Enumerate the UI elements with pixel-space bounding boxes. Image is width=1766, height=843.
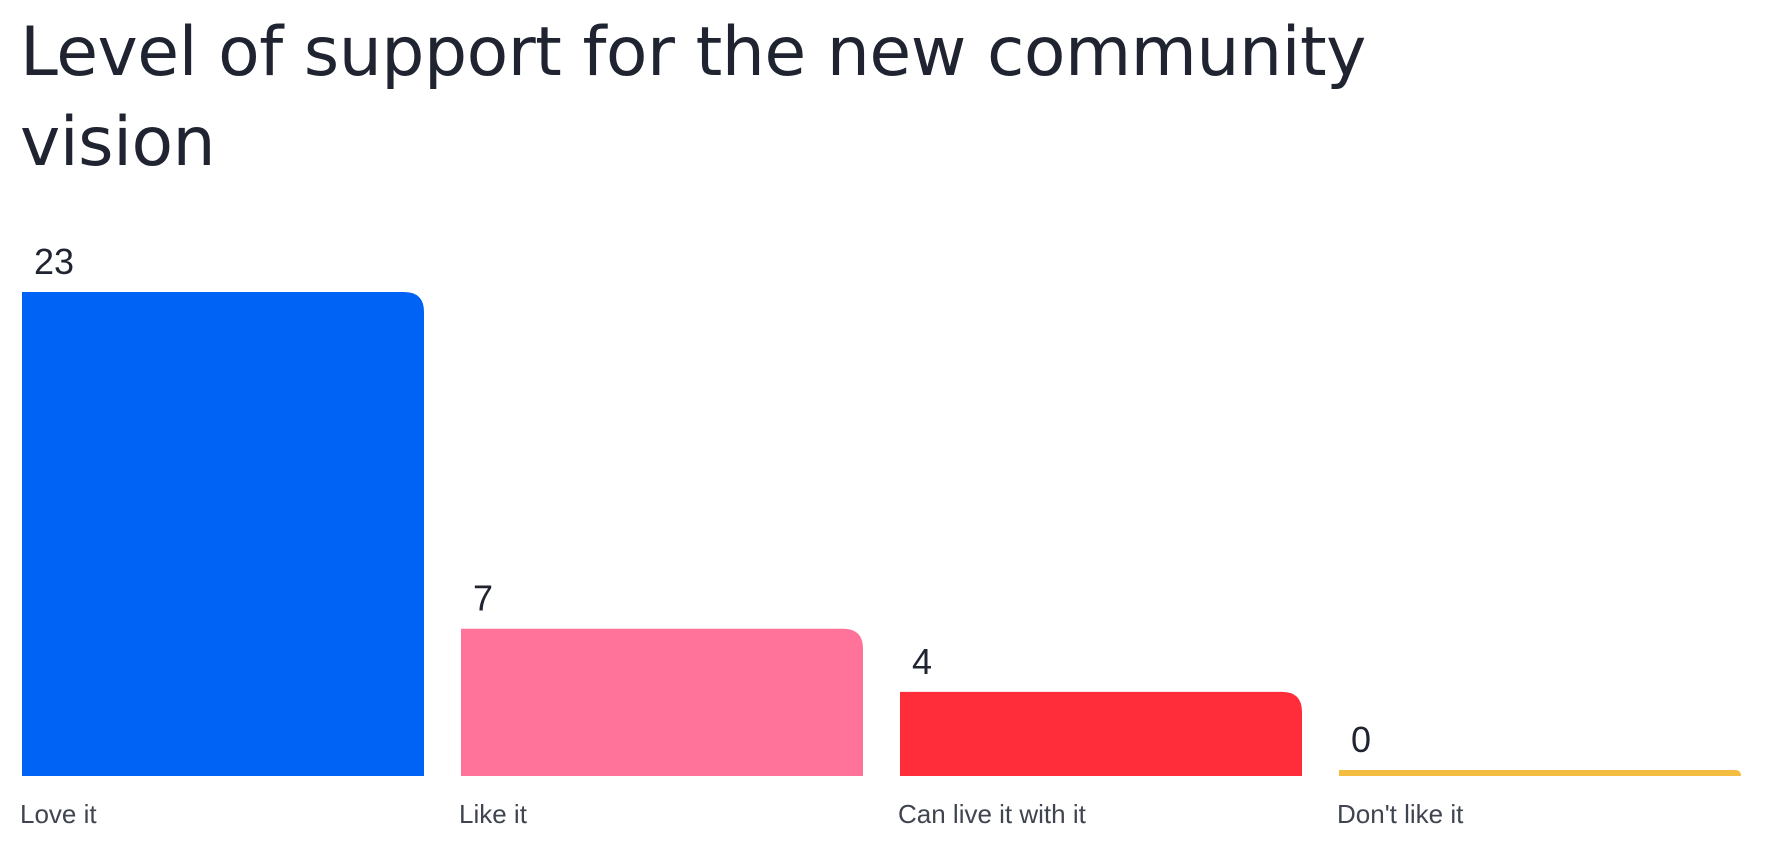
category-label-can-live-it-with-it: Can live it with it xyxy=(898,799,1087,829)
bar-don-t-like-it xyxy=(1339,770,1741,776)
value-labels-group: 23 7 4 0 xyxy=(34,241,1371,760)
value-label-can-live-it-with-it: 4 xyxy=(912,641,932,682)
bar-love-it xyxy=(22,292,424,776)
category-label-love-it: Love it xyxy=(20,799,97,829)
value-label-like-it: 7 xyxy=(473,578,493,619)
category-labels-group: Love it Like it Can live it with it Don't l… xyxy=(20,799,1464,829)
category-label-like-it: Like it xyxy=(459,799,528,829)
value-label-love-it: 23 xyxy=(34,241,74,282)
bars-group xyxy=(22,292,1741,776)
bar-can-live-it-with-it xyxy=(900,691,1302,776)
bar-like-it xyxy=(461,628,863,776)
category-label-don-t-like-it: Don't like it xyxy=(1337,799,1464,829)
chart-title: Level of support for the new community v… xyxy=(20,13,1366,182)
value-label-don-t-like-it: 0 xyxy=(1351,719,1371,760)
